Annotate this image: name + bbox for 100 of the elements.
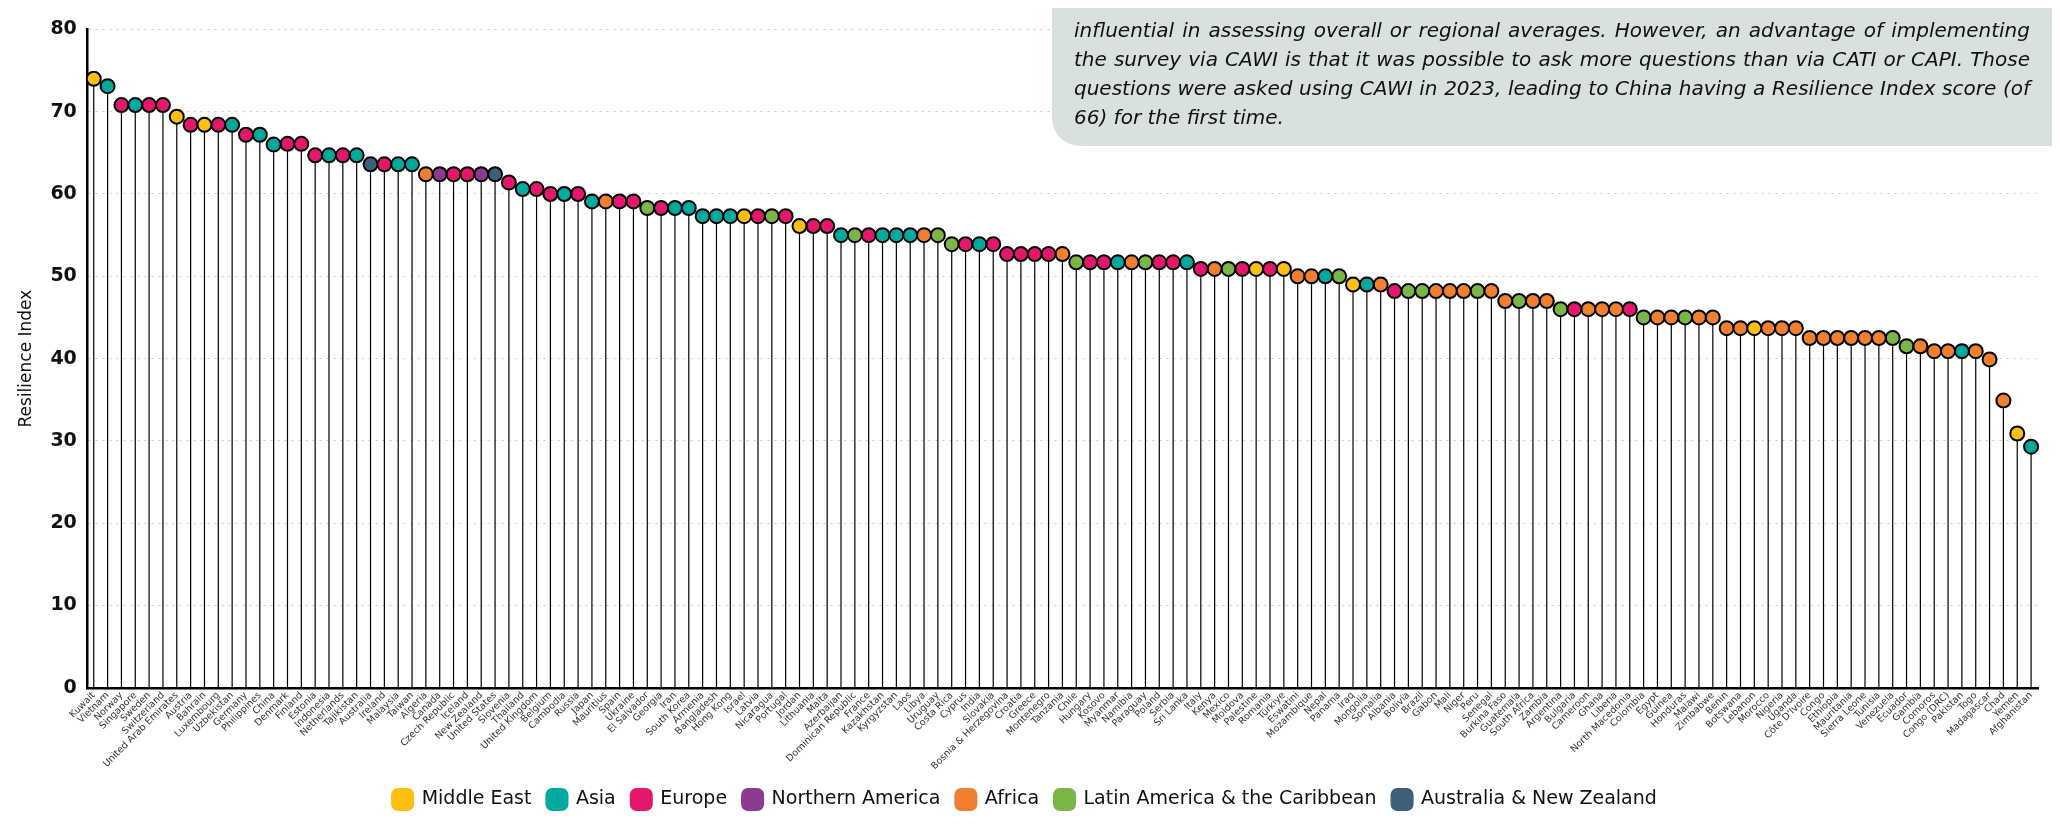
point	[2023, 438, 2040, 455]
point	[708, 208, 725, 225]
point	[916, 227, 933, 244]
point	[1635, 309, 1652, 326]
point	[929, 227, 946, 244]
point	[473, 166, 490, 183]
y-tick-label: 10	[50, 592, 77, 615]
point	[1137, 254, 1154, 271]
y-tick-label: 30	[50, 427, 77, 450]
point	[736, 208, 753, 225]
legend-label: Latin America & the Caribbean	[1083, 786, 1377, 809]
y-tick-label: 60	[50, 180, 77, 203]
point	[445, 166, 462, 183]
point	[957, 236, 974, 253]
point	[1178, 254, 1195, 271]
point	[348, 147, 365, 164]
point	[182, 116, 199, 133]
point	[1801, 330, 1818, 347]
point	[1690, 309, 1707, 326]
point	[390, 156, 407, 173]
point	[1317, 268, 1334, 285]
point	[321, 147, 338, 164]
point	[85, 70, 102, 87]
point	[1026, 246, 1043, 263]
point	[1995, 392, 2012, 409]
point	[583, 193, 600, 210]
point	[1621, 301, 1638, 318]
point	[528, 181, 545, 198]
point	[611, 193, 628, 210]
point	[500, 174, 517, 191]
point	[777, 208, 794, 225]
point	[1912, 338, 1929, 355]
point	[1372, 276, 1389, 293]
point	[805, 218, 822, 235]
point	[1967, 343, 1984, 360]
point	[1953, 343, 1970, 360]
point	[376, 156, 393, 173]
point	[154, 97, 171, 114]
point	[2009, 425, 2026, 442]
point	[1386, 283, 1403, 300]
point	[902, 227, 919, 244]
legend-label: Asia	[575, 786, 616, 809]
legend-label: Australia & New Zealand	[1421, 786, 1657, 809]
point	[459, 166, 476, 183]
point	[1248, 260, 1265, 277]
point	[1538, 292, 1555, 309]
point	[1068, 254, 1085, 271]
point	[680, 199, 697, 216]
point	[1981, 351, 1998, 368]
point	[846, 227, 863, 244]
point	[1206, 260, 1223, 277]
point	[722, 208, 739, 225]
point	[1303, 268, 1320, 285]
point	[653, 199, 670, 216]
point	[1552, 301, 1569, 318]
point	[1400, 283, 1417, 300]
point	[1663, 309, 1680, 326]
point	[1926, 343, 1943, 360]
point	[1594, 301, 1611, 318]
point	[487, 166, 504, 183]
point	[1746, 320, 1763, 337]
point	[1857, 330, 1874, 347]
point	[1151, 254, 1168, 271]
point	[196, 116, 213, 133]
point	[1428, 283, 1445, 300]
point	[1898, 338, 1915, 355]
point	[791, 218, 808, 235]
point	[1815, 330, 1832, 347]
point	[1732, 320, 1749, 337]
point	[1331, 268, 1348, 285]
point	[1870, 330, 1887, 347]
point	[251, 126, 268, 143]
y-tick-label: 0	[63, 674, 77, 697]
point	[265, 136, 282, 153]
point	[1261, 260, 1278, 277]
point	[99, 78, 116, 95]
point	[1497, 292, 1514, 309]
point	[1829, 330, 1846, 347]
point	[431, 166, 448, 183]
point	[570, 185, 587, 202]
y-tick-label: 80	[50, 16, 77, 39]
point	[639, 199, 656, 216]
point	[1607, 301, 1624, 318]
point	[556, 185, 573, 202]
point	[819, 218, 836, 235]
point	[1483, 283, 1500, 300]
y-tick-label: 40	[50, 345, 77, 368]
point	[985, 236, 1002, 253]
y-tick-label: 50	[50, 263, 77, 286]
point	[210, 116, 227, 133]
y-tick-label: 20	[50, 510, 77, 533]
point	[1040, 246, 1057, 263]
point	[279, 135, 296, 152]
legend-label: Africa	[984, 786, 1040, 809]
point	[1192, 260, 1209, 277]
point	[1275, 260, 1292, 277]
point	[1843, 330, 1860, 347]
point	[1469, 283, 1486, 300]
point	[1095, 254, 1112, 271]
point	[362, 156, 379, 173]
